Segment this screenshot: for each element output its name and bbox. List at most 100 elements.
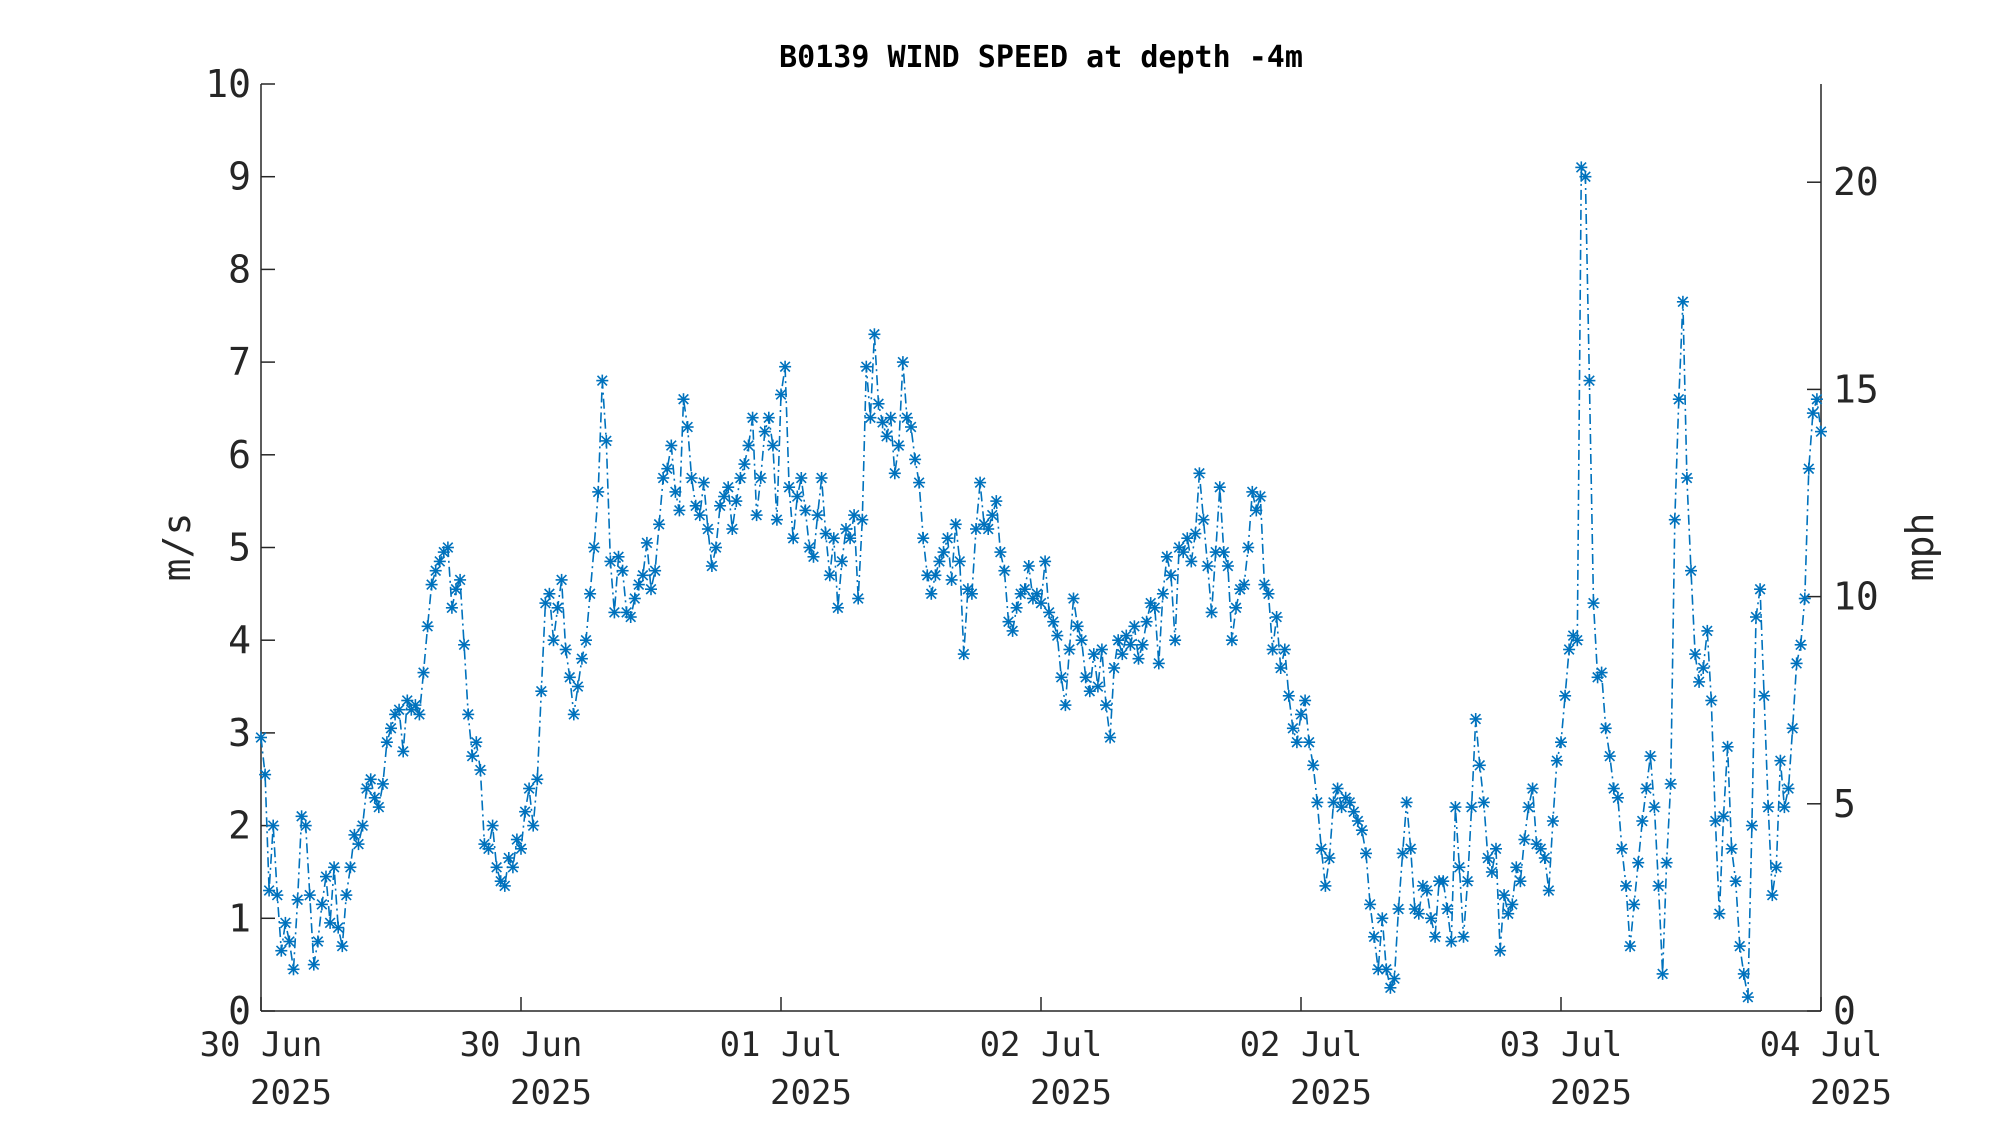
data-point	[1262, 587, 1275, 600]
data-point	[311, 935, 324, 948]
data-point	[466, 750, 479, 763]
data-point	[872, 397, 885, 410]
data-point	[1148, 601, 1161, 614]
data-point	[1815, 425, 1827, 438]
data-point	[844, 532, 857, 545]
data-point	[1132, 652, 1145, 665]
data-point	[567, 708, 580, 721]
data-point	[1343, 796, 1356, 809]
data-point	[1091, 680, 1104, 693]
data-point	[588, 541, 601, 554]
data-point	[1514, 875, 1527, 888]
data-point	[555, 573, 568, 586]
data-point	[1242, 541, 1255, 554]
data-point	[409, 699, 422, 712]
x-tick-label-date: 01 Jul	[720, 1025, 843, 1065]
data-point	[486, 819, 499, 832]
data-point	[957, 648, 970, 661]
data-point	[1522, 801, 1535, 814]
data-point	[661, 462, 674, 475]
data-point	[1274, 662, 1287, 674]
left-y-tick-label: 4	[228, 618, 251, 662]
data-point	[1750, 611, 1762, 623]
data-point	[1555, 736, 1567, 749]
data-point	[259, 768, 272, 781]
data-point	[1368, 930, 1381, 943]
data-point	[1693, 675, 1706, 688]
data-point	[1473, 759, 1486, 772]
data-point	[1701, 624, 1714, 637]
data-point	[628, 592, 641, 605]
data-point	[1169, 634, 1182, 647]
data-point	[1652, 879, 1665, 892]
chart-title: B0139 WIND SPEED at depth -4m	[779, 40, 1303, 75]
data-point	[905, 421, 917, 433]
data-point	[592, 485, 605, 498]
data-point	[1136, 638, 1149, 651]
data-point	[1079, 671, 1092, 684]
data-point	[1810, 393, 1823, 406]
data-point	[632, 578, 645, 591]
data-point	[1745, 819, 1758, 832]
data-point	[1729, 875, 1742, 888]
left-y-tick-label: 8	[228, 247, 251, 291]
data-point	[750, 509, 763, 522]
data-point	[1311, 796, 1324, 809]
data-point	[1071, 620, 1084, 633]
data-point	[1303, 736, 1316, 749]
data-point	[429, 564, 442, 577]
x-tick-label-date: 02 Jul	[1240, 1025, 1363, 1065]
right-y-tick-label: 5	[1833, 782, 1856, 826]
data-point	[608, 606, 621, 619]
data-point	[1266, 643, 1279, 656]
data-point	[1583, 374, 1596, 387]
data-point	[876, 416, 889, 429]
x-tick-label-year: 2025	[1030, 1073, 1112, 1113]
data-point	[775, 388, 787, 401]
data-point	[791, 490, 804, 503]
data-point	[1221, 560, 1234, 572]
data-point	[1518, 833, 1531, 846]
data-point	[1624, 940, 1637, 953]
data-point	[856, 513, 869, 526]
data-point	[1445, 935, 1458, 948]
data-point	[1526, 782, 1539, 795]
data-point	[417, 666, 430, 679]
data-point	[1315, 842, 1328, 855]
data-point	[762, 411, 775, 424]
data-point	[1689, 648, 1702, 661]
data-point	[779, 360, 792, 373]
data-point	[799, 504, 812, 517]
data-point	[1108, 662, 1121, 674]
data-point	[1595, 666, 1608, 679]
data-point	[1798, 592, 1811, 605]
y2-axis-title: mph	[1898, 513, 1942, 582]
data-point	[1790, 657, 1803, 670]
data-point	[1425, 912, 1437, 925]
data-point	[909, 453, 922, 466]
data-point	[303, 889, 316, 902]
left-y-tick-label: 6	[228, 433, 251, 477]
data-point	[1717, 810, 1730, 823]
data-point	[1806, 407, 1819, 420]
data-point	[734, 472, 747, 484]
data-point	[482, 842, 495, 855]
data-point	[1388, 972, 1401, 985]
data-point	[714, 499, 727, 512]
data-point	[933, 555, 946, 568]
data-point	[1741, 991, 1754, 1004]
data-point	[1246, 485, 1259, 498]
data-point	[1546, 815, 1559, 827]
data-point	[510, 833, 523, 846]
data-point	[1461, 875, 1474, 888]
data-point	[385, 722, 397, 735]
data-point	[783, 481, 796, 494]
data-point	[888, 467, 901, 480]
data-point	[462, 708, 475, 721]
data-point	[1165, 569, 1177, 582]
data-point	[1636, 815, 1649, 827]
data-point	[393, 703, 406, 716]
data-point	[340, 889, 353, 902]
right-y-tick-label: 10	[1833, 575, 1879, 619]
